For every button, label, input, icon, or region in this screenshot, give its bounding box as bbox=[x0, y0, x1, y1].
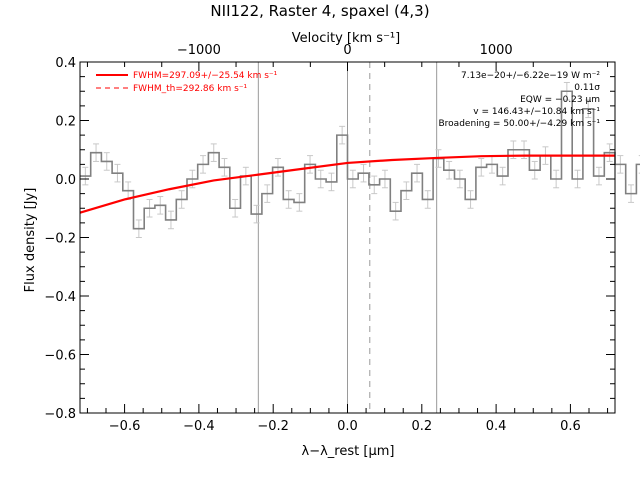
annotation-sigma: 0.11σ bbox=[574, 83, 600, 93]
annotation-eqw: EQW = −0.23 μm bbox=[520, 95, 600, 105]
legend-label-fwhm-th: FWHM_th=292.86 km s⁻¹ bbox=[133, 84, 248, 94]
top-tick-label: 0 bbox=[343, 43, 351, 58]
top-tick-label: 1000 bbox=[480, 43, 513, 58]
annotation-velocity: v = 146.43+/−10.84 km s⁻¹ bbox=[473, 107, 600, 117]
annotations: 7.13e−20+/−6.22e−19 W m⁻² 0.11σ EQW = −0… bbox=[439, 71, 601, 129]
y-tick-label: 0.2 bbox=[55, 115, 76, 130]
legend: FWHM=297.09+/−25.54 km s⁻¹ FWHM_th=292.8… bbox=[96, 71, 278, 94]
vertical-lines bbox=[257, 62, 438, 413]
x-axis-title: λ−λ_rest [μm] bbox=[302, 444, 395, 459]
axes bbox=[79, 61, 616, 414]
y-tick-label: −0.2 bbox=[44, 232, 76, 247]
chart-title: NII122, Raster 4, spaxel (4,3) bbox=[210, 2, 429, 20]
x-tick-label: 0.4 bbox=[486, 419, 507, 434]
y-tick-label: 0.4 bbox=[55, 56, 76, 71]
fit-curve bbox=[79, 154, 615, 214]
x-tick-label: −0.4 bbox=[183, 419, 215, 434]
legend-label-fwhm: FWHM=297.09+/−25.54 km s⁻¹ bbox=[133, 71, 278, 81]
y-axis-title: Flux density [Jy] bbox=[23, 188, 38, 293]
y-tick-label: −0.6 bbox=[44, 349, 76, 364]
x-tick-label: −0.2 bbox=[257, 419, 289, 434]
x-tick-label: 0.0 bbox=[337, 419, 358, 434]
top-axis-title: Velocity [km s⁻¹] bbox=[292, 31, 400, 46]
annotation-flux: 7.13e−20+/−6.22e−19 W m⁻² bbox=[461, 71, 600, 81]
x-tick-label: 0.6 bbox=[560, 419, 581, 434]
spectrum bbox=[80, 90, 640, 230]
x-tick-label: 0.2 bbox=[411, 419, 432, 434]
annotation-broadening: Broadening = 50.00+/−4.29 km s⁻¹ bbox=[439, 119, 601, 129]
y-tick-label: −0.4 bbox=[44, 290, 76, 305]
spectrum-line bbox=[80, 90, 640, 230]
fit-line bbox=[79, 154, 615, 214]
y-tick-label: −0.8 bbox=[44, 407, 76, 422]
x-tick-label: −0.6 bbox=[109, 419, 141, 434]
tick-labels: −0.6 −0.4 −0.2 0.0 0.2 0.4 0.6 −0.8 −0.6 −0.4 −0.2… bbox=[44, 43, 580, 434]
top-tick-label: −1000 bbox=[177, 43, 221, 58]
y-tick-label: 0.0 bbox=[55, 173, 76, 188]
